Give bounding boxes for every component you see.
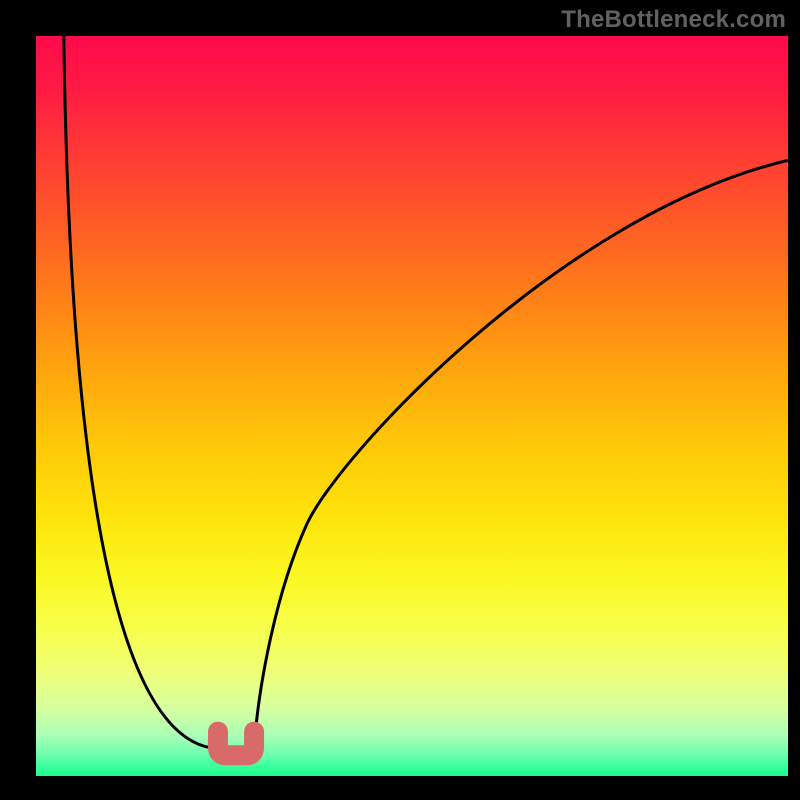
plot-area <box>36 36 788 776</box>
watermark-text: TheBottleneck.com <box>561 6 786 34</box>
curve-layer <box>36 36 788 776</box>
curve-right-branch <box>254 160 788 748</box>
trough-marker <box>218 732 254 756</box>
chart-container: TheBottleneck.com <box>0 0 800 800</box>
curve-left-branch <box>64 36 218 749</box>
